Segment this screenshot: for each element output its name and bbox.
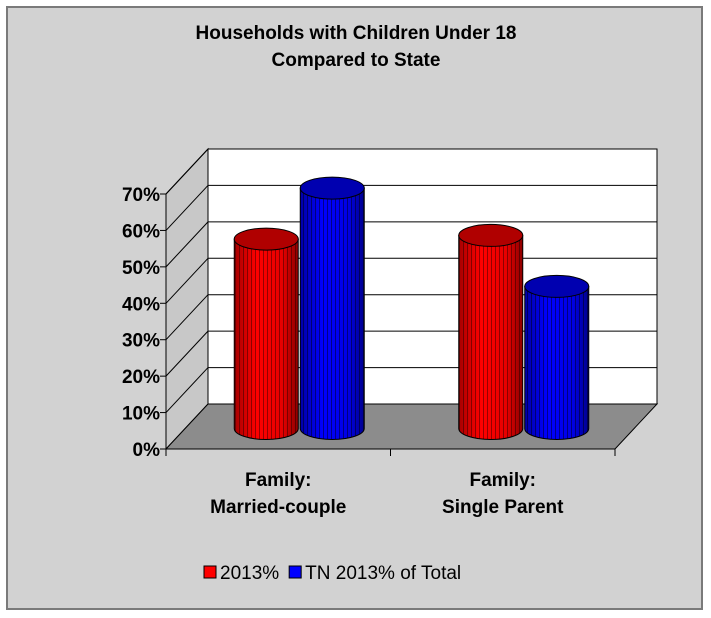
chart-title: Households with Children Under 18: [196, 23, 517, 44]
bar-shading: [458, 235, 523, 440]
bar: [299, 176, 365, 440]
chart-svg: Households with Children Under 18 Compar…: [122, 23, 659, 584]
gridline-side: [165, 330, 209, 377]
plot-area: 0% 10% 20% 30% 40% 50% 60% 70% Family: Married-co…: [122, 147, 659, 518]
y-tick-label: 30%: [122, 331, 160, 352]
x-category-label: Family:: [469, 470, 536, 491]
legend-swatch: [288, 565, 302, 579]
y-tick-label: 50%: [122, 258, 160, 279]
chart-subtitle: Compared to State: [272, 50, 441, 71]
legend-swatch: [203, 565, 217, 579]
y-tick-label: 70%: [122, 185, 160, 206]
bar: [233, 227, 299, 440]
x-category-label: Single Parent: [442, 497, 564, 518]
y-tick-label: 40%: [122, 294, 160, 315]
bar-top: [299, 176, 365, 200]
legend: 2013% TN 2013% of Total: [203, 563, 461, 584]
legend-label: 2013%: [220, 563, 279, 584]
bar-top: [524, 274, 590, 298]
gridline-side: [165, 257, 209, 304]
y-tick-label: 10%: [122, 404, 160, 425]
side-wall: [165, 147, 209, 451]
x-category-label: Family:: [245, 470, 312, 491]
gridline-side: [165, 294, 209, 341]
y-tick-label: 20%: [122, 367, 160, 388]
bar-shading: [300, 188, 365, 440]
bar: [524, 274, 590, 440]
chart-frame: Households with Children Under 18 Compar…: [6, 6, 703, 610]
y-tick-label: 60%: [122, 221, 160, 242]
legend-label: TN 2013% of Total: [305, 563, 461, 584]
gridline-side: [165, 367, 209, 413]
bar-shading: [234, 239, 299, 440]
gridline-side: [165, 148, 209, 195]
bar-top: [233, 227, 299, 251]
bar-top: [458, 223, 524, 247]
bar: [458, 223, 524, 440]
bar-shading: [524, 286, 589, 440]
gridline-side: [165, 185, 209, 231]
x-category-label: Married-couple: [210, 497, 346, 518]
y-tick-label: 0%: [133, 440, 161, 461]
gridline-side: [165, 221, 209, 268]
